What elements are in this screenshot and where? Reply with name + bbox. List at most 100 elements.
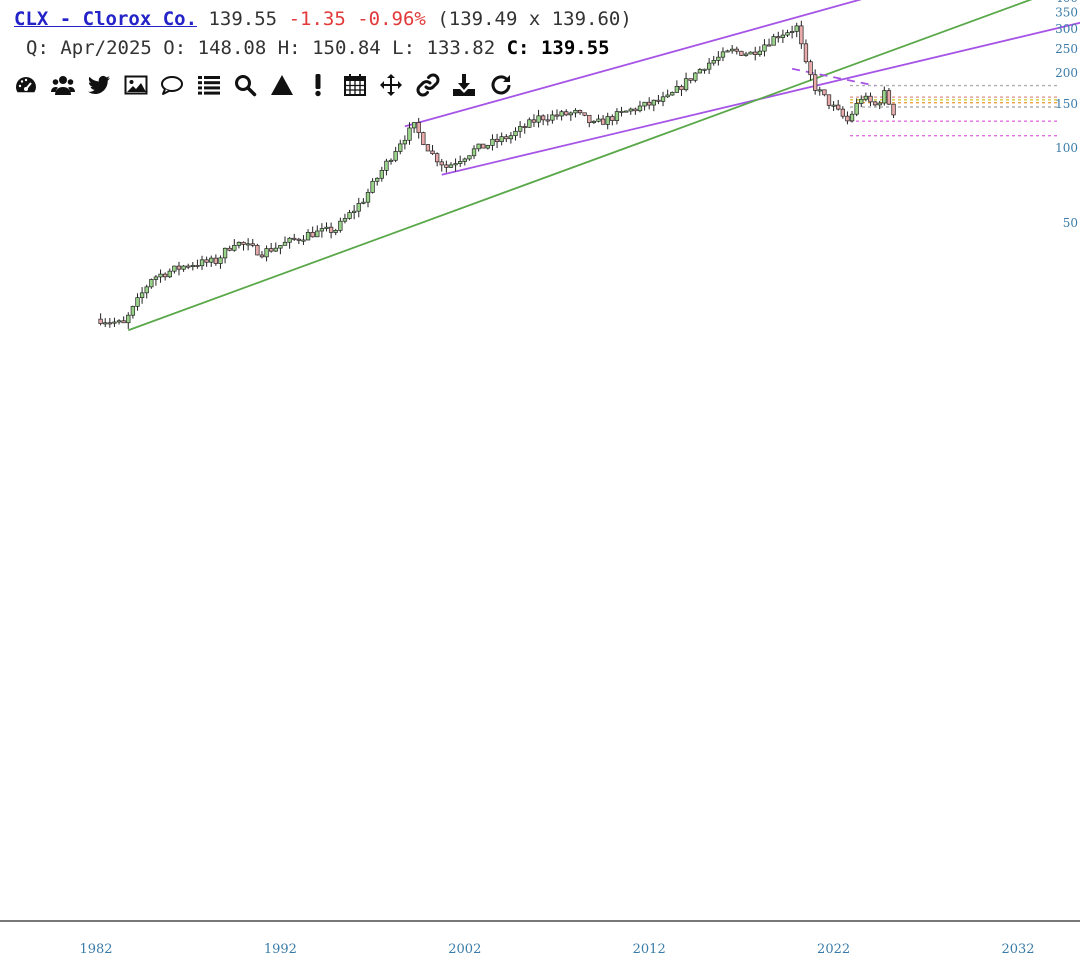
candle-body [190,265,195,267]
y-tick-label: 300 [1055,22,1078,36]
candle-body [490,138,495,146]
candle-body [504,136,509,140]
dashboard-icon[interactable] [12,71,40,99]
candle-body [471,148,477,157]
candle-body [481,143,486,149]
candle-body [103,322,108,325]
high-value: 150.84 [312,37,381,59]
candle-body [384,160,389,171]
close-value: 139.55 [540,37,610,59]
candle-body [499,136,504,142]
candle-body [398,143,403,152]
candle-body [149,279,154,288]
candle-body [232,244,237,251]
candle-body [637,105,643,112]
candle-body [785,32,790,36]
candle-body [467,155,472,160]
candle-body [550,114,555,121]
image-icon[interactable] [122,71,150,99]
candle-body [688,78,693,81]
candle-body [301,239,306,242]
y-tick-label: 100 [1055,141,1078,155]
candle-body [416,122,421,133]
candle-body [776,36,781,39]
candle-body [564,111,569,116]
candle-body [877,102,882,106]
price-change: -1.35 [288,8,346,30]
trend-lines [127,0,1080,332]
twitter-icon[interactable] [85,71,113,99]
candle-body [522,126,527,129]
candle-body [439,161,444,166]
move-icon[interactable] [377,71,405,99]
candle-body [762,44,767,52]
candle-body [891,103,896,116]
candle-body [508,135,514,140]
price-change-pct: -0.96% [357,8,426,30]
candle-body [817,89,822,92]
candle-body [610,116,615,121]
candle-body [305,231,311,241]
candle-body [886,90,892,105]
candle-body [780,34,786,38]
candle-body [338,220,343,231]
candle-body [264,248,269,258]
exclamation-icon[interactable] [304,71,332,99]
candle-body [144,286,149,294]
candle-body [434,153,440,163]
quote-header: CLX - Clorox Co. 139.55 -1.35 -0.96% (13… [14,8,632,30]
calendar-icon[interactable] [341,71,369,99]
alert-triangle-icon[interactable] [268,71,296,99]
download-icon[interactable] [450,71,478,99]
candle-body [573,109,578,114]
candle-body [388,159,394,162]
candle-body [702,68,707,71]
last-price: 139.55 [208,8,278,30]
candle-body [674,85,680,93]
candle-body [315,230,320,238]
open-label: O: [163,37,187,59]
candle-body [407,127,412,141]
users-icon[interactable] [49,71,77,99]
candle-body [840,108,845,117]
candle-body [596,118,601,122]
candle-body [333,230,338,233]
candle-body [241,241,246,245]
link-icon[interactable] [414,71,442,99]
candle-body [647,101,652,106]
candle-body [882,90,887,104]
candle-body [199,259,205,267]
search-icon[interactable] [231,71,259,99]
candle-body [375,177,380,182]
candle-body [218,257,223,264]
candle-body [757,50,762,55]
candle-body [739,50,744,56]
toolbar [12,71,523,99]
candle-body [587,114,592,124]
candle-body [282,241,288,246]
candle-body [845,115,850,122]
candle-body [872,101,878,106]
candle-body [255,245,260,256]
close-label: C: [506,37,530,59]
candle-body [822,89,827,96]
candle-body [799,25,804,45]
candle-body [836,104,841,110]
candle-body [163,273,168,278]
candle-body [139,292,145,299]
comment-icon[interactable] [158,71,186,99]
candle-body [195,265,200,267]
symbol-link[interactable]: CLX - Clorox Co. [14,8,198,30]
candle-body [568,112,573,116]
candle-body [656,99,661,102]
list-icon[interactable] [195,71,223,99]
candle-body [628,108,633,112]
candle-body [633,108,638,112]
refresh-icon[interactable] [487,71,515,99]
dashed-downtrend-line [791,67,876,87]
candle-body [393,151,398,161]
candle-body [236,241,242,246]
candle-body [725,50,730,53]
candle-body [328,226,334,233]
y-tick-label: 200 [1055,66,1078,80]
